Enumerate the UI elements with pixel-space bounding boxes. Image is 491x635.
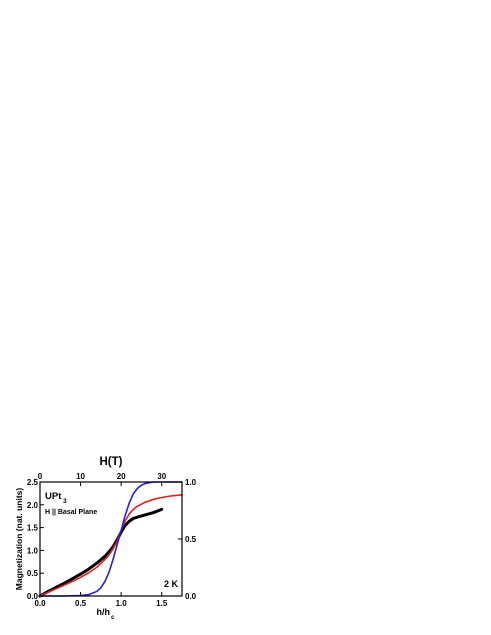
top-x-tick-label: 0 (38, 472, 43, 481)
temperature-label: 2 K (164, 579, 179, 589)
material-label: UPt (45, 491, 62, 502)
left-axis-label: Magnetization (nat. units) (14, 488, 24, 591)
y-tick-label: 2.0 (27, 501, 39, 510)
y-tick-label: 1.5 (27, 524, 39, 533)
field-orientation-label: H || Basal Plane (45, 509, 97, 516)
top-x-tick-label: 20 (117, 472, 126, 481)
y-tick-label: 2.5 (27, 478, 39, 487)
series-line-1 (38, 507, 164, 598)
bottom-axis-label-subscript: c (111, 614, 115, 621)
right-y-tick-label: 0.0 (185, 592, 197, 601)
bottom-axis-label: h/h (97, 607, 111, 617)
top-x-tick-label: 10 (76, 472, 85, 481)
x-tick-label: 0.5 (75, 599, 87, 608)
material-label-subscript: 3 (63, 498, 67, 505)
top-axis-label: H(T) (100, 456, 123, 468)
right-y-tick-label: 1.0 (185, 478, 197, 487)
x-tick-label: 1.5 (156, 599, 168, 608)
y-tick-label: 0.5 (27, 569, 39, 578)
x-tick-label: 1.0 (116, 599, 128, 608)
y-tick-label: 1.0 (27, 546, 39, 555)
top-x-tick-label: 30 (157, 472, 166, 481)
y-tick-label: 0.0 (27, 592, 39, 601)
right-y-tick-label: 0.5 (185, 535, 197, 544)
series-line-2 (39, 493, 183, 597)
x-tick-label: 0.0 (34, 599, 46, 608)
